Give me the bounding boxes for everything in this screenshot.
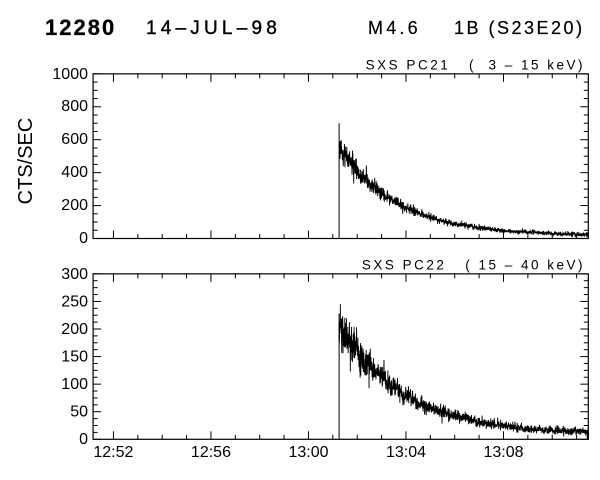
svg-text:0: 0 [79, 431, 88, 448]
svg-text:200: 200 [61, 197, 88, 214]
svg-text:13:00: 13:00 [288, 444, 328, 461]
svg-text:600: 600 [61, 131, 88, 148]
svg-text:12:52: 12:52 [93, 444, 133, 461]
svg-text:0: 0 [79, 230, 88, 247]
svg-text:14–JUL–98: 14–JUL–98 [146, 18, 281, 39]
svg-text:1000: 1000 [52, 66, 88, 83]
svg-text:12:56: 12:56 [191, 444, 231, 461]
svg-text:250: 250 [61, 294, 88, 311]
svg-text:50: 50 [70, 404, 88, 421]
svg-text:SXS PC22 ( 15 – 40 keV): SXS PC22 ( 15 – 40 keV) [362, 258, 585, 273]
svg-text:800: 800 [61, 98, 88, 115]
svg-text:100: 100 [61, 376, 88, 393]
svg-text:400: 400 [61, 164, 88, 181]
svg-text:150: 150 [61, 349, 88, 366]
svg-text:CTS/SEC: CTS/SEC [15, 118, 37, 205]
svg-text:13:04: 13:04 [386, 444, 426, 461]
svg-text:200: 200 [61, 321, 88, 338]
svg-text:13:08: 13:08 [483, 444, 523, 461]
svg-text:SXS PC21 ( 3 – 15 keV): SXS PC21 ( 3 – 15 keV) [366, 58, 585, 73]
svg-text:300: 300 [61, 266, 88, 283]
svg-text:12280: 12280 [45, 15, 116, 40]
svg-text:M4.6: M4.6 [368, 18, 421, 38]
svg-text:1B (S23E20): 1B (S23E20) [454, 18, 585, 38]
